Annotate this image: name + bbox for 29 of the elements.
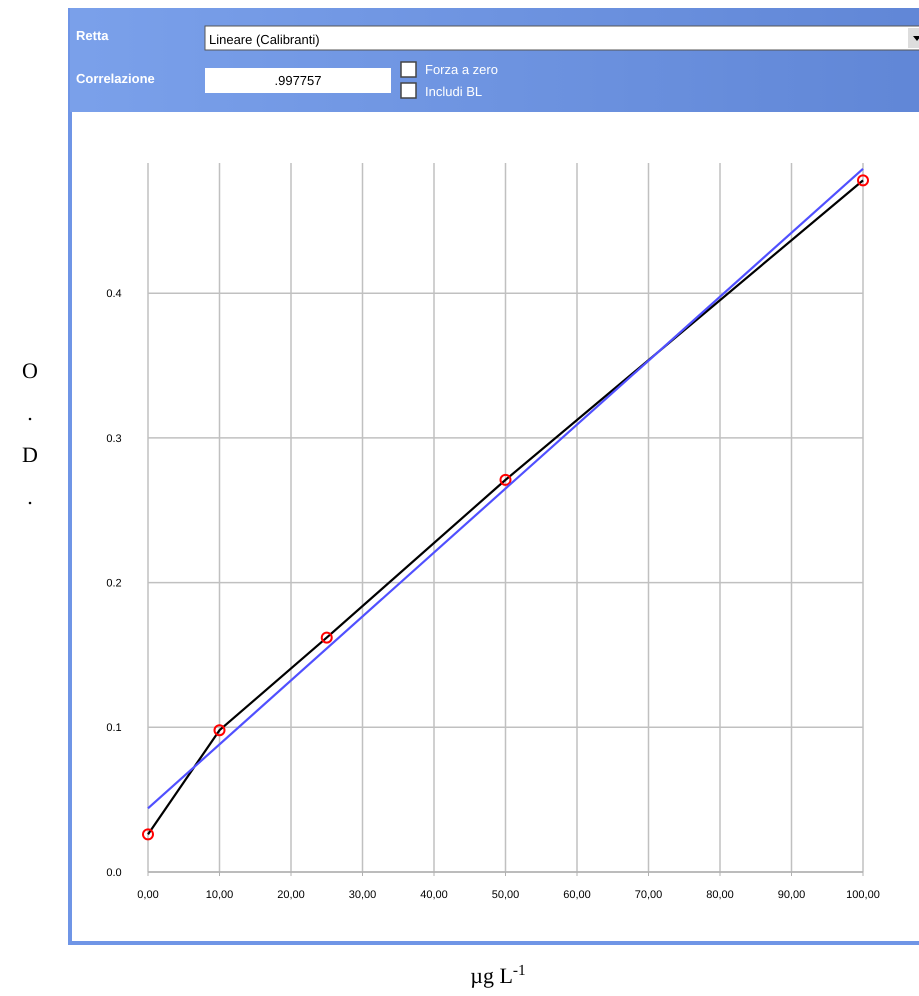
point bbox=[142, 828, 154, 840]
x-tick-label: 90,00 bbox=[778, 889, 806, 901]
x-tick-label: 50,00 bbox=[492, 889, 520, 901]
point bbox=[320, 632, 333, 644]
x-tick-label: 40,00 bbox=[420, 889, 448, 901]
x-axis-title: µg L$^{-1}$ bbox=[470, 962, 526, 988]
text: Forza a zero bbox=[425, 62, 498, 77]
y-axis-title: O.D. bbox=[22, 358, 38, 509]
point bbox=[857, 174, 869, 186]
text: Lineare (Calibranti) bbox=[209, 32, 320, 47]
x-tick-label: 70,00 bbox=[634, 889, 662, 901]
y-tick-label: 0.1 bbox=[106, 722, 122, 734]
text: Includi BL bbox=[425, 84, 482, 99]
y-tick-label: 0.4 bbox=[106, 288, 122, 300]
y-tick-label: 0.2 bbox=[106, 577, 122, 590]
x-tick-label: 10,00 bbox=[206, 889, 234, 901]
x-tick-label: 0,00 bbox=[137, 889, 159, 901]
point bbox=[214, 724, 226, 736]
point bbox=[500, 474, 512, 486]
x-tick-label: 100,00 bbox=[846, 889, 880, 901]
text: Correlazione bbox=[76, 71, 155, 86]
x-tick-label: 30,00 bbox=[348, 889, 376, 901]
text: .997757 bbox=[274, 73, 322, 88]
text: Retta bbox=[76, 28, 110, 43]
y-tick-label: 0.0 bbox=[106, 866, 122, 879]
x-tick-label: 20,00 bbox=[277, 889, 305, 901]
x-tick-label: 80,00 bbox=[706, 889, 734, 901]
x-tick-label: 60,00 bbox=[563, 889, 591, 901]
y-tick-label: 0.3 bbox=[106, 432, 122, 445]
